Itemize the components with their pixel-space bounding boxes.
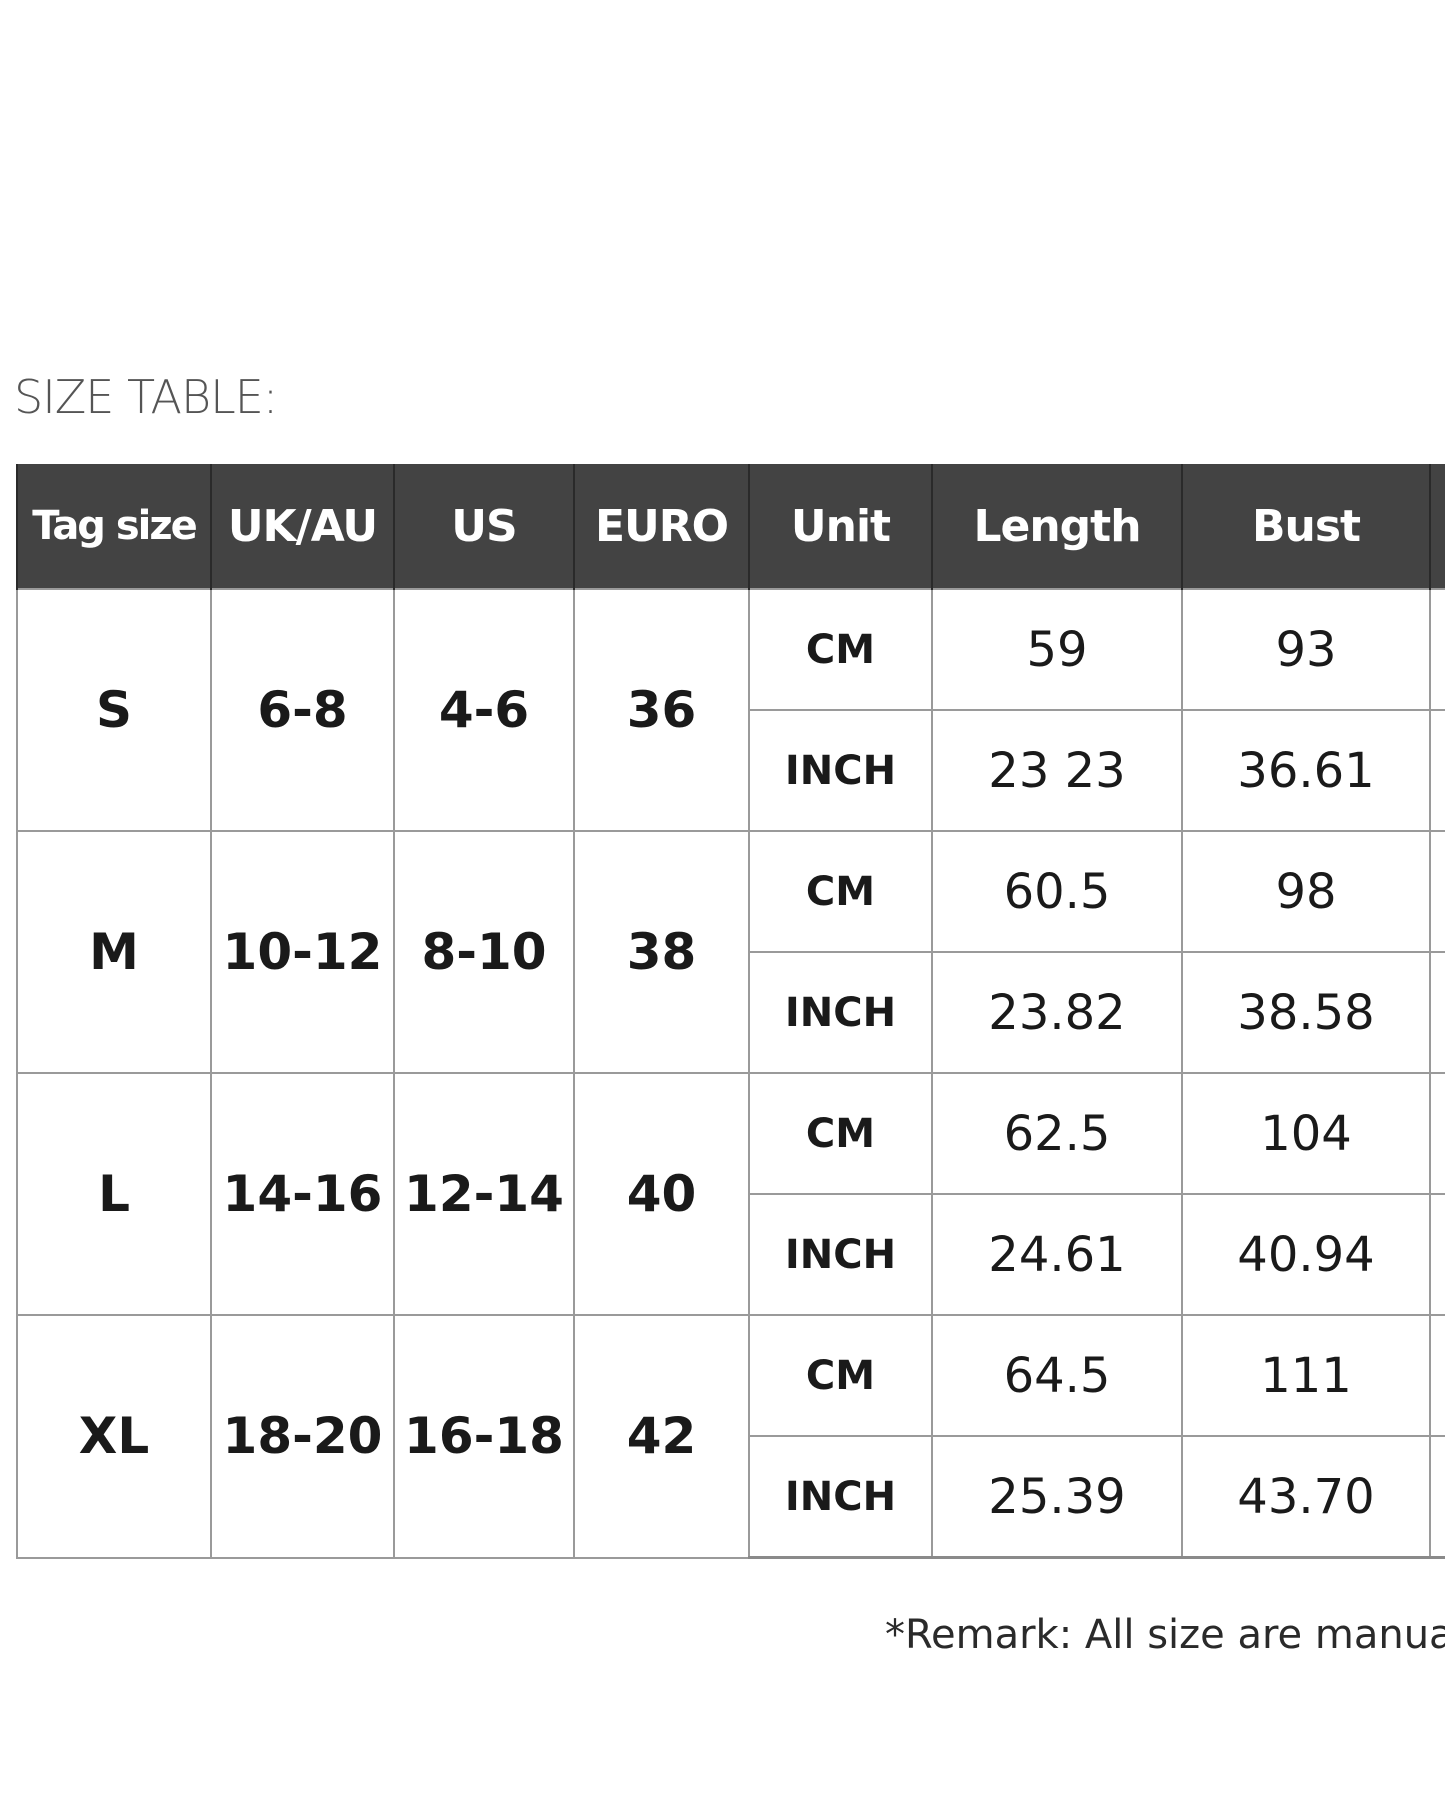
ukau-cell: 18-20	[210, 1314, 395, 1559]
table-row: INCH 25.39 43.70	[17, 1435, 1445, 1559]
euro-cell: 38	[573, 830, 750, 1074]
cut-off-cell	[1429, 709, 1445, 832]
column-header: US	[393, 464, 575, 589]
length-cell: 23.82	[931, 951, 1183, 1074]
euro-cell: 40	[573, 1072, 750, 1316]
header-row: Tag size UK/AU US EURO Unit Length Bust	[16, 464, 1445, 589]
euro-cell: 42	[573, 1314, 750, 1559]
us-cell: 16-18	[393, 1314, 575, 1559]
ukau-cell: 14-16	[210, 1072, 395, 1316]
bust-cell: 40.94	[1181, 1193, 1431, 1316]
unit-cell: INCH	[748, 951, 933, 1074]
bust-cell: 38.58	[1181, 951, 1431, 1074]
unit-cell: CM	[748, 830, 933, 953]
table-row: XL 18-20 16-18 42 CM 64.5 111	[16, 1314, 1445, 1559]
table-row: M 10-12 8-10 38 CM 60.5 98	[16, 830, 1445, 1074]
length-cell: 62.5	[931, 1072, 1183, 1195]
euro-cell: 36	[573, 588, 750, 832]
ukau-cell: 6-8	[210, 588, 395, 832]
size-table: Tag size UK/AU US EURO Unit Length Bust S 6-8 4-…	[16, 464, 1445, 1559]
bust-cell: 43.70	[1181, 1435, 1431, 1559]
bust-cell: 104	[1181, 1072, 1431, 1195]
cut-off-cell	[1429, 1314, 1445, 1437]
bust-cell: 36.61	[1181, 709, 1431, 832]
table-row: INCH 23.82 38.58	[17, 951, 1445, 1074]
us-cell: 4-6	[393, 588, 575, 832]
unit-cell: CM	[748, 588, 933, 711]
unit-cell: INCH	[748, 709, 933, 832]
cut-off-cell	[1429, 830, 1445, 953]
ukau-cell: 10-12	[210, 830, 395, 1074]
tag-size-cell: XL	[16, 1314, 212, 1559]
unit-cell: INCH	[748, 1435, 933, 1559]
us-cell: 8-10	[393, 830, 575, 1074]
column-header: UK/AU	[210, 464, 395, 589]
cut-off-cell	[1429, 951, 1445, 1074]
cut-off-cell	[1429, 1193, 1445, 1316]
unit-cell: CM	[748, 1072, 933, 1195]
remark-note: *Remark: All size are manua	[885, 1612, 1445, 1658]
unit-cell: INCH	[748, 1193, 933, 1316]
bust-cell: 111	[1181, 1314, 1431, 1437]
length-cell: 64.5	[931, 1314, 1183, 1437]
column-header: Tag size	[16, 464, 212, 589]
tag-size-cell: L	[16, 1072, 212, 1316]
column-header: EURO	[573, 464, 750, 589]
length-cell: 60.5	[931, 830, 1183, 953]
column-header	[1429, 464, 1445, 589]
table-row: L 14-16 12-14 40 CM 62.5 104	[16, 1072, 1445, 1316]
tag-size-cell: M	[16, 830, 212, 1074]
column-header: Bust	[1181, 464, 1431, 589]
unit-cell: CM	[748, 1314, 933, 1437]
cut-off-cell	[1429, 1435, 1445, 1559]
length-cell: 24.61	[931, 1193, 1183, 1316]
bust-cell: 98	[1181, 830, 1431, 953]
length-cell: 59	[931, 588, 1183, 711]
tag-size-cell: S	[16, 588, 212, 832]
column-header: Unit	[748, 464, 933, 589]
cut-off-cell	[1429, 1072, 1445, 1195]
bust-cell: 93	[1181, 588, 1431, 711]
us-cell: 12-14	[393, 1072, 575, 1316]
table-row: S 6-8 4-6 36 CM 59 93	[16, 588, 1445, 832]
table-row: INCH 23 23 36.61	[17, 709, 1445, 832]
length-cell: 23 23	[931, 709, 1183, 832]
size-table-title: SIZE TABLE:	[14, 370, 278, 424]
cut-off-cell	[1429, 588, 1445, 711]
column-header: Length	[931, 464, 1183, 589]
table-row: INCH 24.61 40.94	[17, 1193, 1445, 1316]
length-cell: 25.39	[931, 1435, 1183, 1559]
